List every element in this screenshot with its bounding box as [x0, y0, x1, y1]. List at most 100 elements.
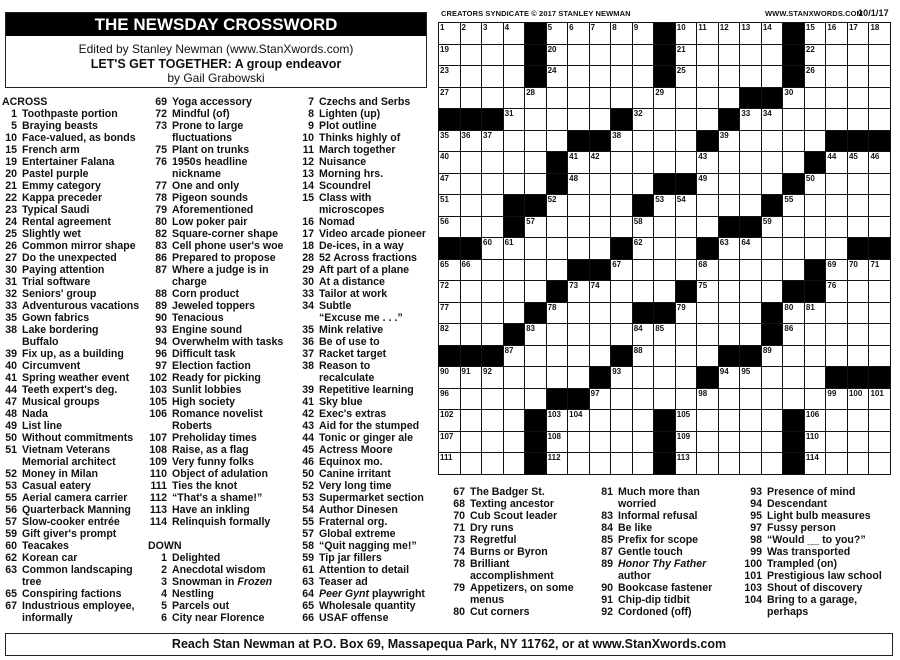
grid-cell[interactable]: 31	[503, 109, 525, 130]
grid-cell[interactable]: 89	[761, 345, 783, 367]
grid-cell[interactable]: 41	[568, 152, 589, 173]
grid-cell[interactable]	[460, 173, 482, 195]
grid-cell[interactable]: 52	[546, 195, 568, 216]
grid-cell[interactable]: 29	[654, 87, 675, 109]
grid-cell[interactable]	[761, 238, 783, 259]
grid-cell[interactable]: 10	[675, 23, 697, 44]
grid-cell[interactable]	[697, 87, 718, 109]
grid-cell[interactable]	[783, 238, 804, 259]
grid-cell[interactable]	[847, 87, 869, 109]
grid-cell[interactable]	[804, 87, 826, 109]
grid-cell[interactable]	[718, 87, 740, 109]
grid-cell[interactable]: 3	[482, 23, 503, 44]
grid-cell[interactable]	[718, 302, 740, 324]
grid-cell[interactable]: 37	[482, 130, 503, 152]
grid-cell[interactable]: 84	[632, 324, 654, 345]
grid-cell[interactable]: 23	[439, 66, 460, 87]
grid-cell[interactable]	[718, 388, 740, 410]
grid-cell[interactable]	[804, 130, 826, 152]
grid-cell[interactable]	[697, 453, 718, 474]
grid-cell[interactable]	[503, 431, 525, 453]
grid-cell[interactable]: 57	[525, 216, 546, 238]
grid-cell[interactable]: 1	[439, 23, 460, 44]
grid-cell[interactable]	[847, 44, 869, 66]
grid-cell[interactable]: 66	[460, 259, 482, 281]
grid-cell[interactable]	[783, 152, 804, 173]
grid-cell[interactable]: 100	[847, 388, 869, 410]
grid-cell[interactable]: 5	[546, 23, 568, 44]
grid-cell[interactable]	[718, 152, 740, 173]
grid-cell[interactable]	[869, 431, 890, 453]
grid-cell[interactable]: 20	[546, 44, 568, 66]
grid-cell[interactable]	[697, 302, 718, 324]
grid-cell[interactable]	[761, 281, 783, 302]
grid-cell[interactable]	[460, 281, 482, 302]
grid-cell[interactable]: 42	[589, 152, 611, 173]
grid-cell[interactable]	[611, 152, 632, 173]
grid-cell[interactable]	[869, 66, 890, 87]
grid-cell[interactable]	[632, 259, 654, 281]
grid-cell[interactable]	[460, 44, 482, 66]
grid-cell[interactable]: 97	[589, 388, 611, 410]
grid-cell[interactable]	[761, 259, 783, 281]
grid-cell[interactable]: 60	[482, 238, 503, 259]
grid-cell[interactable]: 87	[503, 345, 525, 367]
grid-cell[interactable]	[847, 324, 869, 345]
grid-cell[interactable]: 108	[546, 431, 568, 453]
grid-cell[interactable]	[718, 431, 740, 453]
grid-cell[interactable]	[847, 216, 869, 238]
grid-cell[interactable]	[503, 173, 525, 195]
grid-cell[interactable]	[740, 388, 761, 410]
grid-cell[interactable]	[460, 302, 482, 324]
grid-cell[interactable]: 36	[460, 130, 482, 152]
grid-cell[interactable]: 47	[439, 173, 460, 195]
grid-cell[interactable]	[804, 367, 826, 388]
grid-cell[interactable]	[460, 87, 482, 109]
grid-cell[interactable]	[589, 324, 611, 345]
grid-cell[interactable]	[546, 216, 568, 238]
grid-cell[interactable]	[632, 152, 654, 173]
grid-cell[interactable]: 63	[718, 238, 740, 259]
grid-cell[interactable]	[740, 173, 761, 195]
grid-cell[interactable]	[568, 44, 589, 66]
grid-cell[interactable]	[611, 66, 632, 87]
grid-cell[interactable]: 22	[804, 44, 826, 66]
grid-cell[interactable]	[611, 216, 632, 238]
grid-cell[interactable]	[589, 431, 611, 453]
grid-cell[interactable]	[589, 44, 611, 66]
grid-cell[interactable]	[826, 66, 847, 87]
grid-cell[interactable]	[740, 195, 761, 216]
grid-cell[interactable]: 102	[439, 410, 460, 431]
grid-cell[interactable]: 30	[783, 87, 804, 109]
grid-cell[interactable]: 58	[632, 216, 654, 238]
grid-cell[interactable]	[675, 152, 697, 173]
grid-cell[interactable]: 21	[675, 44, 697, 66]
grid-cell[interactable]	[718, 410, 740, 431]
grid-cell[interactable]	[847, 109, 869, 130]
grid-cell[interactable]: 56	[439, 216, 460, 238]
grid-cell[interactable]	[482, 431, 503, 453]
grid-cell[interactable]	[589, 345, 611, 367]
grid-cell[interactable]	[546, 130, 568, 152]
grid-cell[interactable]	[611, 173, 632, 195]
grid-cell[interactable]	[718, 44, 740, 66]
grid-cell[interactable]: 50	[804, 173, 826, 195]
grid-cell[interactable]	[482, 66, 503, 87]
grid-cell[interactable]	[611, 431, 632, 453]
grid-cell[interactable]	[525, 152, 546, 173]
grid-cell[interactable]	[654, 238, 675, 259]
grid-cell[interactable]	[632, 173, 654, 195]
grid-cell[interactable]: 109	[675, 431, 697, 453]
grid-cell[interactable]	[847, 345, 869, 367]
grid-cell[interactable]	[783, 259, 804, 281]
grid-cell[interactable]	[740, 44, 761, 66]
grid-cell[interactable]: 59	[761, 216, 783, 238]
grid-cell[interactable]	[826, 87, 847, 109]
grid-cell[interactable]	[589, 109, 611, 130]
grid-cell[interactable]	[740, 130, 761, 152]
grid-cell[interactable]	[718, 259, 740, 281]
grid-cell[interactable]	[482, 324, 503, 345]
grid-cell[interactable]	[718, 281, 740, 302]
grid-cell[interactable]	[503, 388, 525, 410]
grid-cell[interactable]	[847, 66, 869, 87]
